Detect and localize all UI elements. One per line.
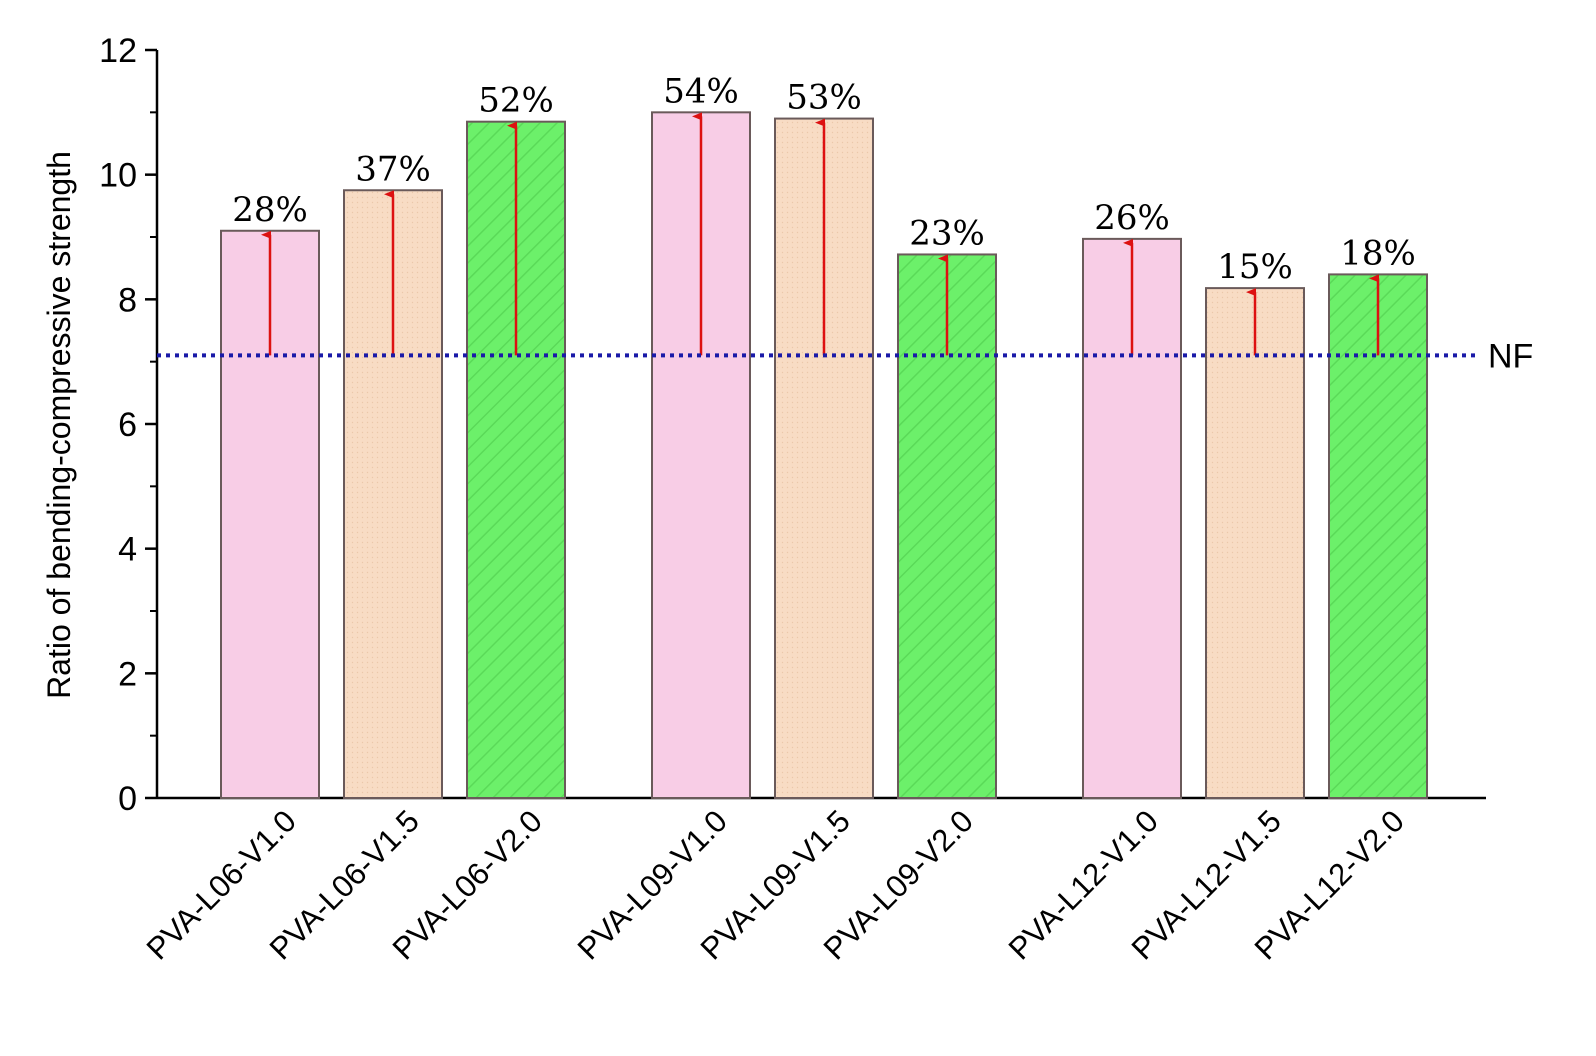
y-axis-title: Ratio of bending-compressive strength xyxy=(41,151,77,699)
y-tick-label: 12 xyxy=(99,32,137,70)
data-label: 53% xyxy=(786,78,862,118)
bar-hatch xyxy=(1330,275,1426,797)
data-label: 37% xyxy=(355,149,431,189)
data-label: 54% xyxy=(663,71,739,111)
y-tick-label: 6 xyxy=(118,406,137,444)
data-label: 28% xyxy=(232,190,308,230)
y-tick-label: 8 xyxy=(118,281,137,319)
y-tick-label: 0 xyxy=(118,780,137,818)
data-label: 15% xyxy=(1217,247,1293,287)
bar-texture xyxy=(1207,289,1303,797)
data-label: 26% xyxy=(1094,198,1170,238)
data-label: 23% xyxy=(909,213,985,253)
y-tick-label: 4 xyxy=(118,531,137,569)
reference-line-label: NF xyxy=(1488,337,1533,375)
data-label: 52% xyxy=(478,81,554,121)
plot-area: 02468101228%PVA-L06-V1.037%PVA-L06-V1.55… xyxy=(99,32,1533,966)
y-tick-label: 10 xyxy=(99,157,137,195)
y-tick-label: 2 xyxy=(118,655,137,693)
data-label: 18% xyxy=(1340,233,1416,273)
